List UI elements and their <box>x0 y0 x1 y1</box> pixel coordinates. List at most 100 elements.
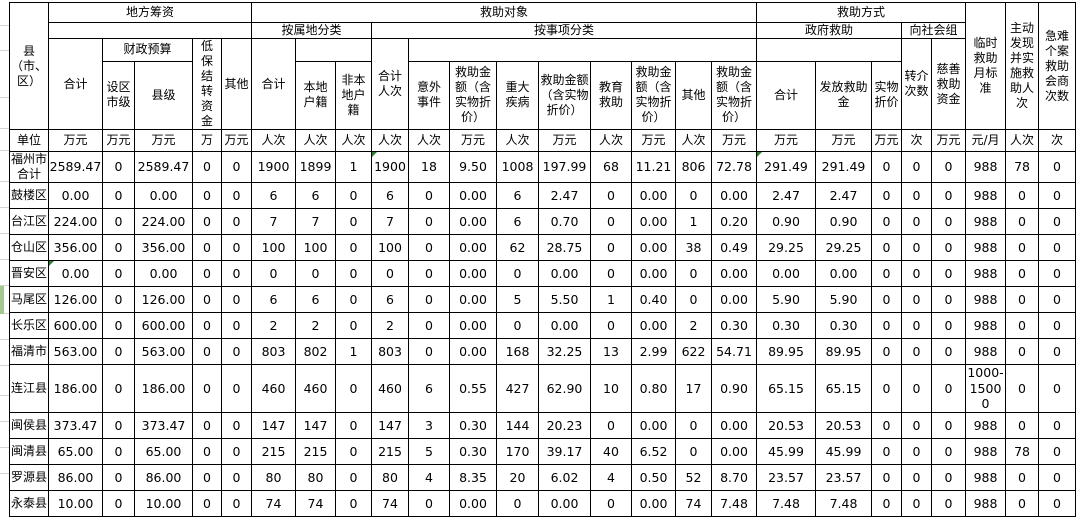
data-cell[interactable]: 0.00 <box>449 208 497 235</box>
header-method[interactable]: 救助方式 <box>756 2 967 23</box>
data-cell[interactable]: 68 <box>590 151 632 183</box>
row-label[interactable]: 连江县 <box>9 364 49 413</box>
data-cell[interactable]: 62.90 <box>538 364 591 413</box>
data-cell[interactable]: 0 <box>408 182 450 209</box>
data-cell[interactable]: 0 <box>931 182 967 209</box>
data-cell[interactable]: 803 <box>371 338 409 365</box>
data-cell[interactable]: 5 <box>496 286 539 313</box>
data-cell[interactable]: 0 <box>931 208 967 235</box>
data-cell[interactable]: 0 <box>251 260 296 287</box>
data-cell[interactable]: 988 <box>965 208 1007 235</box>
data-cell[interactable]: 0 <box>192 260 222 287</box>
unit-cell[interactable]: 元/月 <box>965 129 1007 152</box>
data-cell[interactable]: 7.48 <box>815 489 873 517</box>
data-cell[interactable]: 4 <box>590 463 632 491</box>
header-illness-amount[interactable]: 救助金额（含实物折价） <box>538 60 591 131</box>
row-label[interactable]: 罗源县 <box>9 463 49 491</box>
data-cell[interactable]: 0 <box>102 260 135 287</box>
data-cell[interactable]: 0 <box>408 338 450 365</box>
data-cell[interactable]: 0.00 <box>631 234 676 261</box>
data-cell[interactable]: 988 <box>965 489 1007 517</box>
header-dibao-carryover[interactable]: 低保结转资金 <box>192 38 222 130</box>
data-cell[interactable]: 0.00 <box>631 489 676 517</box>
data-cell[interactable]: 0.90 <box>756 208 817 235</box>
data-cell[interactable]: 0 <box>675 437 712 465</box>
data-cell[interactable]: 0 <box>590 182 632 209</box>
data-cell[interactable]: 0 <box>871 286 903 313</box>
data-cell[interactable]: 0 <box>1005 364 1040 413</box>
data-cell[interactable]: 0 <box>221 411 252 439</box>
data-cell[interactable]: 6 <box>251 182 296 209</box>
data-cell[interactable]: 0 <box>931 312 967 339</box>
data-cell[interactable]: 13 <box>590 338 632 365</box>
data-cell[interactable]: 0 <box>590 411 632 439</box>
data-cell[interactable]: 988 <box>965 312 1007 339</box>
data-cell[interactable]: 11.21 <box>631 151 676 183</box>
data-cell[interactable]: 0 <box>931 286 967 313</box>
data-cell[interactable]: 0.00 <box>710 437 758 465</box>
data-cell[interactable]: 0 <box>221 260 252 287</box>
header-referral-count[interactable]: 转介次数 <box>901 38 933 130</box>
data-cell[interactable]: 52 <box>675 463 712 491</box>
data-cell[interactable]: 0.00 <box>710 411 758 439</box>
data-cell[interactable]: 39.17 <box>538 437 591 465</box>
data-cell[interactable]: 0 <box>192 338 222 365</box>
row-label[interactable]: 闽侯县 <box>9 411 49 439</box>
data-cell[interactable]: 0 <box>871 234 903 261</box>
data-cell[interactable]: 74 <box>371 489 409 517</box>
data-cell[interactable]: 5.90 <box>815 286 873 313</box>
data-cell[interactable]: 0 <box>221 437 252 465</box>
data-cell[interactable]: 0 <box>102 364 135 413</box>
data-cell[interactable]: 0 <box>1005 286 1040 313</box>
data-cell[interactable]: 0.00 <box>449 312 497 339</box>
data-cell[interactable]: 2.47 <box>538 182 591 209</box>
data-cell[interactable]: 0 <box>1038 286 1077 313</box>
data-cell[interactable]: 3 <box>408 411 450 439</box>
data-cell[interactable]: 6 <box>295 182 336 209</box>
data-cell[interactable]: 0.00 <box>449 182 497 209</box>
data-cell[interactable]: 0 <box>102 286 135 313</box>
data-cell[interactable]: 224.00 <box>48 208 103 235</box>
data-cell[interactable]: 0 <box>192 182 222 209</box>
data-cell[interactable]: 80 <box>371 463 409 491</box>
data-cell[interactable]: 23.57 <box>815 463 873 491</box>
data-cell[interactable]: 1900 <box>251 151 296 183</box>
data-cell[interactable]: 0.00 <box>48 182 103 209</box>
data-cell[interactable]: 0 <box>901 437 933 465</box>
data-cell[interactable]: 802 <box>295 338 336 365</box>
data-cell[interactable]: 291.49 <box>815 151 873 183</box>
data-cell[interactable]: 0 <box>1038 312 1077 339</box>
data-cell[interactable]: 20.23 <box>538 411 591 439</box>
data-cell[interactable]: 0 <box>871 312 903 339</box>
data-cell[interactable]: 0.00 <box>48 260 103 287</box>
data-cell[interactable]: 2 <box>371 312 409 339</box>
data-cell[interactable]: 147 <box>251 411 296 439</box>
data-cell[interactable]: 0 <box>102 338 135 365</box>
header-local-funding-spacer[interactable] <box>48 22 252 39</box>
data-cell[interactable]: 1000-15000 <box>965 364 1007 413</box>
data-cell[interactable]: 0.30 <box>815 312 873 339</box>
data-cell[interactable]: 0 <box>1038 364 1077 413</box>
data-cell[interactable]: 0 <box>901 411 933 439</box>
data-cell[interactable]: 10 <box>590 364 632 413</box>
data-cell[interactable]: 0 <box>408 208 450 235</box>
data-cell[interactable]: 806 <box>675 151 712 183</box>
data-cell[interactable]: 2589.47 <box>134 151 193 183</box>
data-cell[interactable]: 460 <box>251 364 296 413</box>
data-cell[interactable]: 0 <box>335 260 372 287</box>
header-government-spacer[interactable] <box>756 38 903 62</box>
data-cell[interactable]: 0.00 <box>134 182 193 209</box>
data-cell[interactable]: 0 <box>871 364 903 413</box>
unit-cell[interactable]: 人次 <box>371 129 409 152</box>
unit-cell[interactable]: 万元 <box>538 129 591 152</box>
data-cell[interactable]: 32.25 <box>538 338 591 365</box>
data-cell[interactable]: 0 <box>871 463 903 491</box>
data-cell[interactable]: 0 <box>590 260 632 287</box>
data-cell[interactable]: 7.48 <box>756 489 817 517</box>
header-matter-spacer[interactable] <box>407 38 758 62</box>
data-cell[interactable]: 0 <box>931 151 967 183</box>
data-cell[interactable]: 0 <box>102 151 135 183</box>
data-cell[interactable]: 0 <box>102 463 135 491</box>
data-cell[interactable]: 0 <box>408 489 450 517</box>
data-cell[interactable]: 356.00 <box>134 234 193 261</box>
